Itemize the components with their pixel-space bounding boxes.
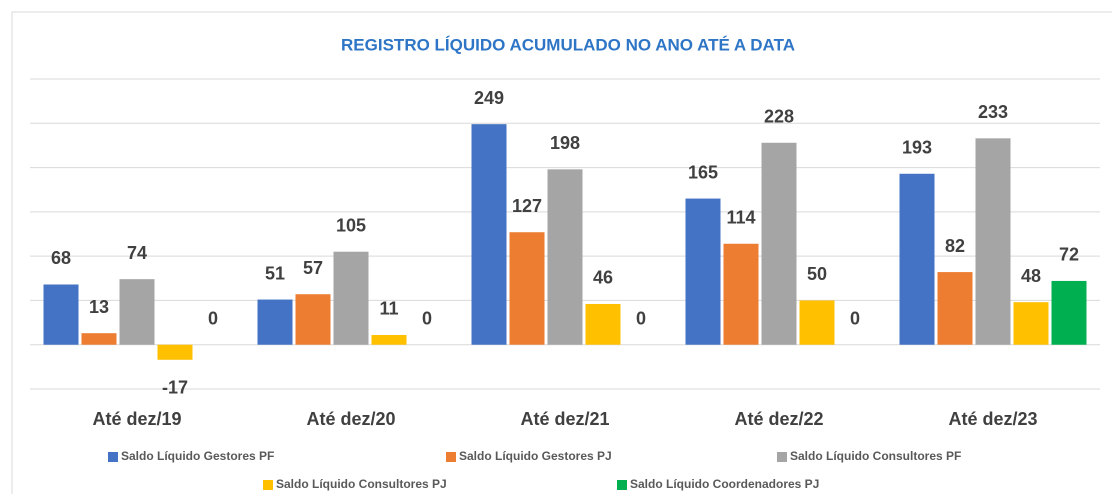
- data-label: 0: [636, 308, 646, 328]
- data-label: 11: [379, 299, 398, 319]
- bar: [509, 232, 545, 345]
- bar: [333, 251, 369, 345]
- bar: [471, 124, 507, 345]
- data-label: 50: [807, 264, 827, 284]
- legend-label: Saldo Líquido Gestores PJ: [459, 449, 612, 463]
- bar: [937, 272, 973, 345]
- bar: [119, 279, 155, 345]
- x-tick-label: Até dez/22: [734, 409, 823, 429]
- data-label: 228: [764, 107, 794, 127]
- data-label: 114: [726, 207, 755, 227]
- data-label: -17: [162, 378, 188, 398]
- legend-label: Saldo Líquido Gestores PF: [121, 449, 274, 463]
- data-label: 0: [850, 308, 860, 328]
- data-label: 165: [688, 162, 718, 182]
- bar: [1013, 302, 1049, 345]
- bar: [257, 299, 293, 345]
- legend-label: Saldo Líquido Coordenadores PJ: [630, 477, 819, 491]
- legend-swatch: [617, 480, 627, 490]
- bar: [975, 138, 1011, 345]
- bar: [1051, 280, 1087, 345]
- legend-swatch: [446, 452, 456, 462]
- data-label: 233: [978, 102, 1008, 122]
- bar: [81, 333, 117, 345]
- legend-swatch: [777, 452, 787, 462]
- bar: [723, 243, 759, 345]
- x-tick-label: Até dez/19: [92, 409, 181, 429]
- data-label: 74: [127, 243, 147, 263]
- chart-title: REGISTRO LÍQUIDO ACUMULADO NO ANO ATÉ A …: [341, 35, 795, 54]
- legend-swatch: [263, 480, 273, 490]
- bar: [295, 294, 331, 345]
- legend-label: Saldo Líquido Consultores PJ: [276, 477, 447, 491]
- data-label: 0: [422, 308, 432, 328]
- bar: [43, 284, 79, 345]
- bar: [585, 303, 621, 345]
- data-label: 46: [593, 268, 613, 288]
- bar: [547, 169, 583, 345]
- x-tick-label: Até dez/23: [948, 409, 1037, 429]
- data-label: 198: [550, 133, 580, 153]
- data-label: 105: [336, 215, 366, 235]
- bar: [371, 334, 407, 345]
- legend-label: Saldo Líquido Consultores PF: [790, 449, 961, 463]
- data-label: 193: [902, 138, 932, 158]
- data-label: 48: [1021, 266, 1041, 286]
- bar: [761, 142, 797, 345]
- data-label: 249: [474, 88, 504, 108]
- x-tick-label: Até dez/21: [520, 409, 609, 429]
- x-tick-label: Até dez/20: [306, 409, 395, 429]
- data-label: 57: [303, 258, 323, 278]
- data-label: 82: [945, 236, 965, 256]
- bar: [685, 198, 721, 345]
- legend-swatch: [108, 452, 118, 462]
- data-label: 72: [1059, 245, 1079, 265]
- bar: [799, 300, 835, 345]
- data-label: 68: [51, 248, 71, 268]
- data-label: 127: [512, 196, 542, 216]
- data-label: 0: [208, 308, 218, 328]
- bar: [899, 173, 935, 345]
- data-label: 51: [265, 263, 285, 283]
- data-label: 13: [89, 297, 109, 317]
- bar: [157, 344, 193, 360]
